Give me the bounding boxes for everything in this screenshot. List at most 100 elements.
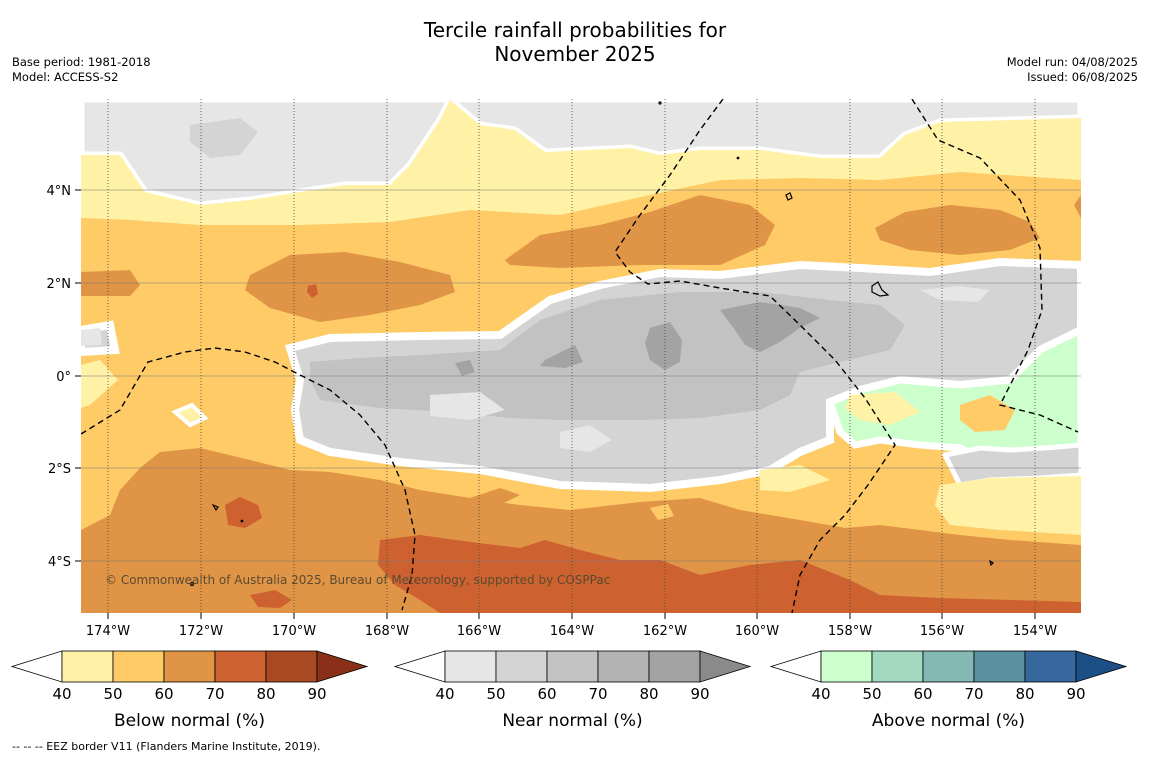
below-40-50-white-dots [171, 402, 209, 428]
lon-label: 154°W [1013, 624, 1057, 639]
base-period: Base period: 1981-2018 [12, 55, 151, 69]
lon-label: 158°W [828, 624, 872, 639]
lon-label: 156°W [920, 624, 964, 639]
colorbar-segment [973, 650, 1026, 683]
colorbar-tick-label: 60 [537, 685, 556, 703]
lat-label: 0° [56, 370, 71, 385]
meta-right: Model run: 04/08/2025 Issued: 06/08/2025 [1007, 55, 1138, 85]
lat-grid [81, 189, 1081, 562]
colorbar-min-arrow [10, 650, 63, 683]
below-70-80-dot-north [307, 284, 318, 298]
colorbar-segment [820, 650, 873, 683]
colorbar-tick-label: 90 [307, 685, 326, 703]
colorbar-segment [922, 650, 975, 683]
island-7 [240, 519, 244, 523]
colorbar-max-arrow [699, 650, 752, 683]
colorbar-tick-label: 50 [486, 685, 505, 703]
island-5 [658, 101, 662, 105]
eez-borders [81, 99, 1079, 613]
colorbar-tick-label: 90 [690, 685, 709, 703]
lat-label: 4°S [48, 555, 71, 570]
near-normal-70-80-a [720, 302, 820, 352]
island-6 [189, 581, 195, 587]
colorbar-1: 40 50 60 70 80 90 Below normal (%) [10, 650, 369, 731]
colorbar-tick-label: 70 [964, 685, 983, 703]
below-40-50-on-above [845, 392, 920, 425]
colorbar-tick-label: 70 [205, 685, 224, 703]
colorbar-segment [444, 650, 497, 683]
below-60-70-band-north [505, 195, 775, 268]
lon-label: 162°W [643, 624, 687, 639]
colorbars: 40 50 60 70 80 90 Below normal (%) 40 50 60 70 80 90… [10, 650, 1128, 731]
lon-label: 168°W [365, 624, 409, 639]
lat-label: 2°N [47, 277, 72, 292]
island-1 [785, 192, 793, 201]
near-normal-north-patch [190, 118, 258, 158]
island-2 [871, 281, 890, 297]
colorbar-segment [597, 650, 650, 683]
axis-ticks: 174°W 172°W 170°W 168°W 166°W 164°W 162°W 160°W… [47, 184, 1058, 639]
issued-date: Issued: 06/08/2025 [1027, 70, 1138, 84]
below-40-50-north [81, 100, 1081, 225]
below-60-70-south [81, 448, 1081, 613]
below-60-70-east-south [1000, 544, 1060, 560]
island-8 [736, 156, 740, 160]
lat-label: 2°S [48, 462, 71, 477]
lon-label: 164°W [550, 624, 594, 639]
colorbar-tick-label: 50 [862, 685, 881, 703]
colorbar-tick-label: 50 [103, 685, 122, 703]
below-60-70-band-east [875, 205, 1040, 255]
below-60-70-band-west [81, 252, 455, 322]
below-40-50-south [81, 360, 1081, 535]
below-50-60-south-hole [650, 504, 674, 520]
model-name: Model: ACCESS-S2 [12, 70, 119, 84]
colorbar-segment [214, 650, 267, 683]
colorbar-tick-label: 40 [811, 685, 830, 703]
colorbar-tick-label: 80 [639, 685, 658, 703]
near-normal-70-80-b [645, 322, 682, 370]
colorbar-2: 40 50 60 70 80 90 Near normal (%) [393, 650, 752, 731]
colorbar-min-arrow [769, 650, 822, 683]
title-line-2: November 2025 [494, 42, 656, 66]
island-3 [211, 503, 219, 512]
below-40-50-north-small [452, 125, 510, 148]
colorbar-segment [871, 650, 924, 683]
lon-label: 160°W [735, 624, 779, 639]
below-70-80-south-dot [250, 590, 292, 608]
colorbar-segment [61, 650, 114, 683]
colorbar-3: 40 50 60 70 80 90 Above normal (%) [769, 650, 1128, 731]
colorbar-segment [1024, 650, 1077, 683]
colorbar-segment [546, 650, 599, 683]
near-normal-west-light [81, 328, 102, 346]
colorbar-segment [495, 650, 548, 683]
colorbar-segment [265, 650, 318, 683]
meta-left: Base period: 1981-2018 Model: ACCESS-S2 [12, 55, 151, 85]
colorbar-segment [648, 650, 701, 683]
eez-footnote: -- -- -- EEZ border V11 (Flanders Marine… [12, 740, 321, 753]
map-title: Tercile rainfall probabilities for Novem… [0, 18, 1150, 66]
colorbar-tick-label: 40 [52, 685, 71, 703]
eez-border-central [614, 99, 896, 613]
eez-border-west [81, 347, 416, 611]
colorbar-tick-label: 40 [435, 685, 454, 703]
below-70-80-south [378, 535, 1081, 613]
lat-label: 4°N [47, 184, 72, 199]
colorbar-tick-label: 60 [154, 685, 173, 703]
island-4 [989, 559, 994, 567]
colorbar-tick-label: 70 [588, 685, 607, 703]
colorbar-segment [112, 650, 165, 683]
colorbar-title: Above normal (%) [872, 711, 1025, 731]
colorbar-tick-label: 80 [256, 685, 275, 703]
colorbar-tick-label: 90 [1066, 685, 1085, 703]
colorbar-tick-label: 80 [1015, 685, 1034, 703]
near-normal-central-light [430, 392, 612, 452]
below-60-70-east-edge [1074, 195, 1081, 218]
copyright-text: © Commonwealth of Australia 2025, Bureau… [105, 573, 610, 587]
near-normal-east-light [920, 286, 990, 302]
colorbar-max-arrow [316, 650, 369, 683]
colorbar-title: Near normal (%) [502, 711, 642, 731]
probability-field [81, 99, 1081, 613]
lon-label: 172°W [179, 624, 223, 639]
lon-label: 170°W [272, 624, 316, 639]
